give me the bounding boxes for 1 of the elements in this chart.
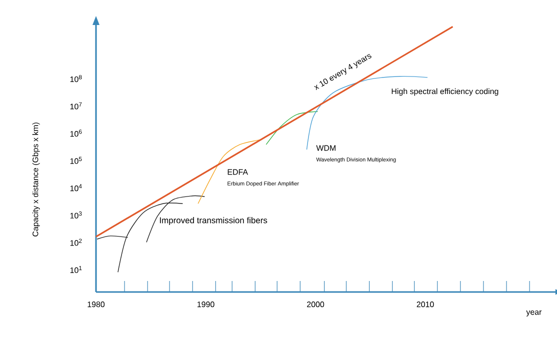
annotation: Improved transmission fibers — [160, 217, 268, 225]
